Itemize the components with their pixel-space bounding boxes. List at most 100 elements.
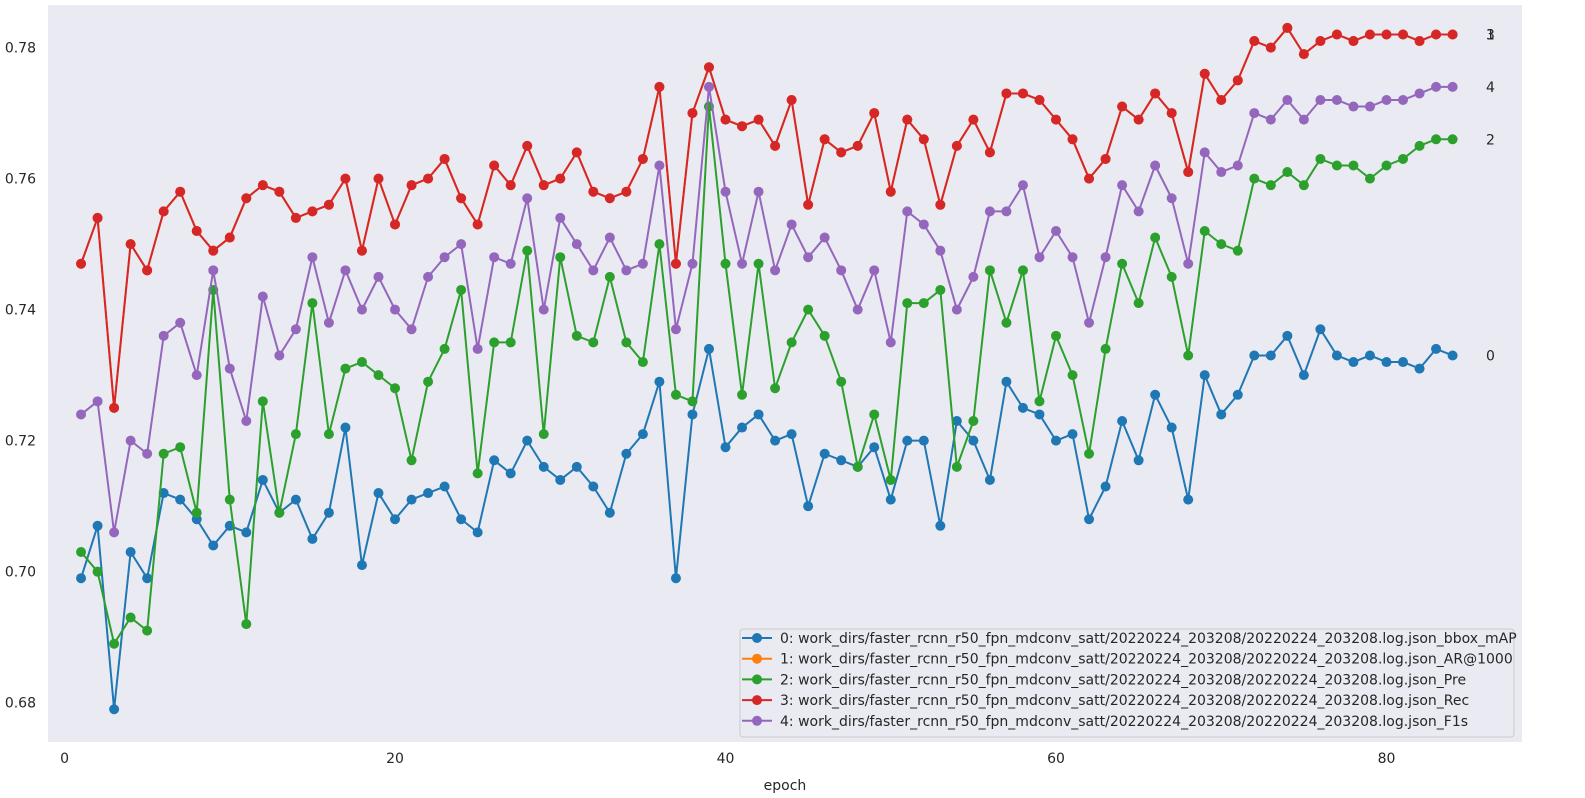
- data-point: [505, 468, 516, 479]
- data-point: [770, 435, 781, 446]
- data-point: [1001, 376, 1012, 387]
- data-point: [1447, 350, 1458, 361]
- data-point: [687, 396, 698, 407]
- data-point: [423, 488, 434, 499]
- data-point: [984, 474, 995, 485]
- data-point: [208, 540, 219, 551]
- data-point: [720, 114, 731, 125]
- data-point: [191, 226, 202, 237]
- data-point: [571, 239, 582, 250]
- legend-label: 4: work_dirs/faster_rcnn_r50_fpn_mdconv_…: [780, 714, 1468, 730]
- data-point: [703, 343, 714, 354]
- data-point: [1315, 94, 1326, 105]
- data-point: [257, 396, 268, 407]
- data-point: [951, 140, 962, 151]
- data-point: [472, 219, 483, 230]
- data-point: [902, 298, 913, 309]
- data-point: [1100, 343, 1111, 354]
- data-point: [869, 442, 880, 453]
- data-point: [555, 252, 566, 263]
- data-point: [1067, 429, 1078, 440]
- data-point: [869, 265, 880, 276]
- data-point: [1298, 180, 1309, 191]
- legend-marker: [752, 695, 762, 706]
- data-point: [175, 186, 186, 197]
- data-point: [1282, 22, 1293, 33]
- data-point: [654, 160, 665, 171]
- data-point: [1117, 101, 1128, 112]
- data-point: [637, 357, 648, 368]
- data-point: [290, 429, 301, 440]
- data-point: [571, 330, 582, 341]
- y-tick-label: 0.68: [5, 696, 36, 712]
- data-point: [538, 180, 549, 191]
- data-point: [737, 121, 748, 132]
- data-point: [1364, 29, 1375, 40]
- data-point: [670, 573, 681, 584]
- data-point: [588, 265, 599, 276]
- data-point: [621, 448, 632, 459]
- data-point: [142, 448, 153, 459]
- data-point: [1166, 193, 1177, 204]
- data-point: [836, 455, 847, 466]
- data-point: [489, 252, 500, 263]
- data-point: [340, 363, 351, 374]
- data-point: [1183, 167, 1194, 178]
- data-point: [621, 186, 632, 197]
- data-point: [406, 494, 417, 505]
- data-point: [1001, 317, 1012, 328]
- data-point: [1431, 134, 1442, 145]
- data-point: [290, 324, 301, 335]
- data-point: [637, 153, 648, 164]
- data-point: [191, 370, 202, 381]
- data-point: [1199, 226, 1210, 237]
- data-point: [1117, 258, 1128, 269]
- data-point: [670, 258, 681, 269]
- data-point: [1199, 147, 1210, 158]
- data-point: [803, 501, 814, 512]
- data-point: [1414, 88, 1425, 99]
- data-point: [307, 298, 318, 309]
- data-point: [1067, 252, 1078, 263]
- data-point: [1216, 239, 1227, 250]
- data-point: [1084, 317, 1095, 328]
- data-point: [142, 625, 153, 636]
- data-point: [687, 258, 698, 269]
- data-point: [373, 488, 384, 499]
- data-point: [687, 409, 698, 420]
- data-point: [1398, 153, 1409, 164]
- data-point: [571, 461, 582, 472]
- data-point: [1166, 108, 1177, 119]
- data-point: [819, 232, 830, 243]
- data-point: [340, 265, 351, 276]
- data-point: [720, 442, 731, 453]
- data-point: [208, 265, 219, 276]
- data-point: [1199, 370, 1210, 381]
- data-point: [439, 481, 450, 492]
- data-point: [1232, 245, 1243, 256]
- data-point: [142, 573, 153, 584]
- data-point: [1117, 180, 1128, 191]
- x-axis: 0 20 40 60 80: [60, 751, 1395, 767]
- data-point: [1133, 455, 1144, 466]
- data-point: [423, 376, 434, 387]
- data-point: [373, 271, 384, 282]
- data-point: [76, 258, 87, 269]
- data-point: [1447, 29, 1458, 40]
- data-point: [935, 245, 946, 256]
- data-point: [1381, 29, 1392, 40]
- data-point: [1315, 324, 1326, 335]
- data-point: [472, 343, 483, 354]
- data-point: [1183, 258, 1194, 269]
- data-point: [257, 291, 268, 302]
- data-point: [274, 350, 285, 361]
- legend-item: 3: work_dirs/faster_rcnn_r50_fpn_mdconv_…: [742, 693, 1469, 709]
- data-point: [340, 422, 351, 433]
- data-point: [175, 494, 186, 505]
- data-point: [1331, 350, 1342, 361]
- legend-label: 3: work_dirs/faster_rcnn_r50_fpn_mdconv_…: [780, 693, 1469, 709]
- data-point: [406, 324, 417, 335]
- data-point: [175, 317, 186, 328]
- data-point: [439, 343, 450, 354]
- data-point: [1298, 49, 1309, 60]
